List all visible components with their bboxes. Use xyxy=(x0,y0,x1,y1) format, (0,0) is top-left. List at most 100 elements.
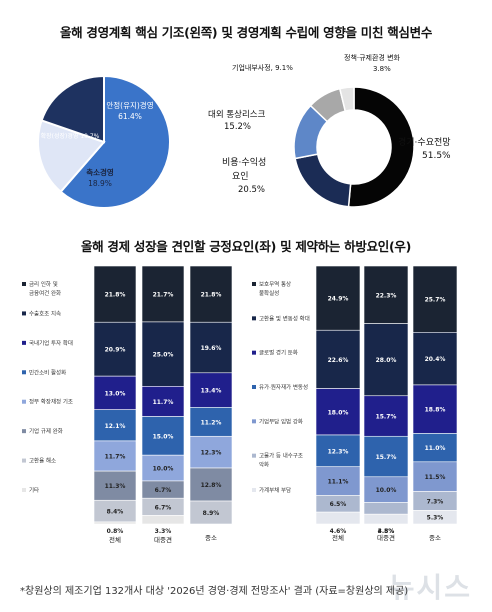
left-legend-label: 국내기업 투자 확대 xyxy=(29,339,73,347)
left-legend-swatch xyxy=(22,488,26,492)
pie-value-stable: 61.4% xyxy=(118,112,142,121)
right-legend-label: 기업부담 입법 강화 xyxy=(259,417,303,425)
right-legend-label: 글로벌 경기 둔화 xyxy=(259,349,298,357)
right-bar-segment xyxy=(412,510,458,525)
donut-value-demand: 51.5% xyxy=(422,151,451,161)
right-value-label: 22.6% xyxy=(328,357,349,364)
right-bar-segment xyxy=(363,435,409,478)
right-legend-swatch xyxy=(252,419,256,424)
right-legend-swatch xyxy=(252,316,256,321)
left-value-label: 12.8% xyxy=(201,482,222,489)
left-legend-label: 금리 인하 및 xyxy=(29,280,58,288)
left-bar-segment xyxy=(93,265,137,323)
right-value-label: 20.4% xyxy=(425,356,446,363)
left-value-label: 20.9% xyxy=(105,347,126,354)
right-value-label: 11.0% xyxy=(425,445,446,452)
left-value-label: 6.7% xyxy=(155,487,172,494)
donut-segment xyxy=(347,86,415,208)
pie-label-expand: 확장(성장)경영 19.7% xyxy=(41,132,100,140)
left-bar-segment xyxy=(141,265,185,323)
left-legend-swatch xyxy=(22,370,26,375)
left-legend-label: 기타 xyxy=(29,486,39,494)
right-bar-segment xyxy=(412,332,458,386)
right-bar-segment xyxy=(363,395,409,437)
left-legend-swatch xyxy=(22,399,26,404)
donut-label-cost-2: 요인 xyxy=(232,171,249,182)
donut-label-cost: 비용·수익성 xyxy=(222,156,266,168)
pie-label-stable: 안정(유지)경영 xyxy=(106,100,153,110)
right-value-label: 4.6% xyxy=(330,528,347,535)
left-category-label: 대중견 xyxy=(154,535,172,544)
donut-label-internal: 기업내부사정, 9.1% xyxy=(232,63,293,72)
donut-value-policy: 3.8% xyxy=(373,65,391,73)
right-bar-segment xyxy=(363,476,409,503)
left-legend-label: 금융여건 완화 xyxy=(29,289,61,297)
left-legend-swatch xyxy=(22,340,26,345)
left-value-label: 13.0% xyxy=(105,390,126,397)
left-value-label: 21.8% xyxy=(105,292,126,299)
right-value-label: 28.0% xyxy=(376,357,397,364)
donut-segment xyxy=(338,86,355,112)
right-bar-segment xyxy=(315,265,361,331)
right-legend-swatch xyxy=(252,282,256,286)
watermark: 뉴시스 xyxy=(388,571,472,604)
right-bar-segment xyxy=(363,502,409,515)
right-value-label: 15.7% xyxy=(376,414,397,421)
bottom-chart-title: 올해 경제 성장을 견인할 긍정요인(좌) 및 제약하는 하방요인(우) xyxy=(80,239,412,254)
right-value-label: 11.1% xyxy=(328,479,349,486)
left-bar-segment xyxy=(141,515,185,525)
right-bar-segment xyxy=(412,461,458,492)
right-value-label: 11.5% xyxy=(425,474,446,481)
right-bar-segment xyxy=(315,511,361,525)
left-bar-segment xyxy=(141,454,185,482)
donut-label-policy: 정책·규제환경 변화 xyxy=(344,53,401,62)
left-legend-label: 기업 규제 완화 xyxy=(29,427,63,435)
right-bar-segment xyxy=(363,323,409,397)
left-value-label: 12.3% xyxy=(201,450,222,457)
right-bar-segment xyxy=(315,388,361,436)
right-legend-label: 보호무역 통상 xyxy=(259,280,291,288)
left-bar-segment xyxy=(141,321,185,387)
left-bar-segment xyxy=(93,321,137,377)
left-legend-label: 민간소비 활성화 xyxy=(29,368,66,376)
left-category-label: 중소 xyxy=(205,534,217,542)
left-value-label: 15.0% xyxy=(153,433,174,440)
donut-label-demand: 경기·수요전망 xyxy=(398,136,451,148)
pie-label-shrink: 축소경영 xyxy=(86,167,114,177)
right-value-label: 5.3% xyxy=(427,515,444,522)
right-legend-label: 가계부채 부담 xyxy=(259,486,291,494)
right-category-label: 대중견 xyxy=(377,533,395,542)
right-bar-segment xyxy=(315,329,361,389)
left-legend-label: 수출호조 지속 xyxy=(29,309,61,317)
right-legend-label: 불확실성 xyxy=(259,289,279,297)
right-value-label: 12.3% xyxy=(328,448,349,455)
left-legend-swatch xyxy=(22,458,26,463)
right-category-label: 전체 xyxy=(332,533,344,542)
left-legend-swatch xyxy=(22,429,26,434)
left-legend-swatch xyxy=(22,282,26,286)
left-value-label: 11.3% xyxy=(105,483,126,490)
left-value-label: 19.6% xyxy=(201,345,222,352)
pie-slice xyxy=(59,74,171,209)
left-bar-segment xyxy=(93,521,137,525)
left-value-label: 8.4% xyxy=(107,509,124,516)
right-value-label: 18.8% xyxy=(425,407,446,414)
left-bar-segment xyxy=(189,407,233,437)
left-bar-segment xyxy=(189,372,233,408)
right-bar-segment xyxy=(315,466,361,496)
left-bar-segment xyxy=(93,440,137,472)
right-category-label: 중소 xyxy=(429,534,441,542)
left-bar-segment xyxy=(189,435,233,469)
left-bar-segment xyxy=(189,500,233,525)
left-legend-swatch xyxy=(22,311,26,316)
right-legend-label: 악화 xyxy=(259,461,269,469)
left-bar-segment xyxy=(189,467,233,502)
right-bar-segment xyxy=(315,434,361,468)
left-value-label: 21.7% xyxy=(153,291,174,298)
right-value-label: 15.7% xyxy=(376,454,397,461)
left-value-label: 3.3% xyxy=(155,528,172,535)
left-legend-label: 고환율 해소 xyxy=(29,457,56,465)
donut-value-cost: 20.5% xyxy=(238,185,265,195)
left-value-label: 8.9% xyxy=(203,510,220,517)
